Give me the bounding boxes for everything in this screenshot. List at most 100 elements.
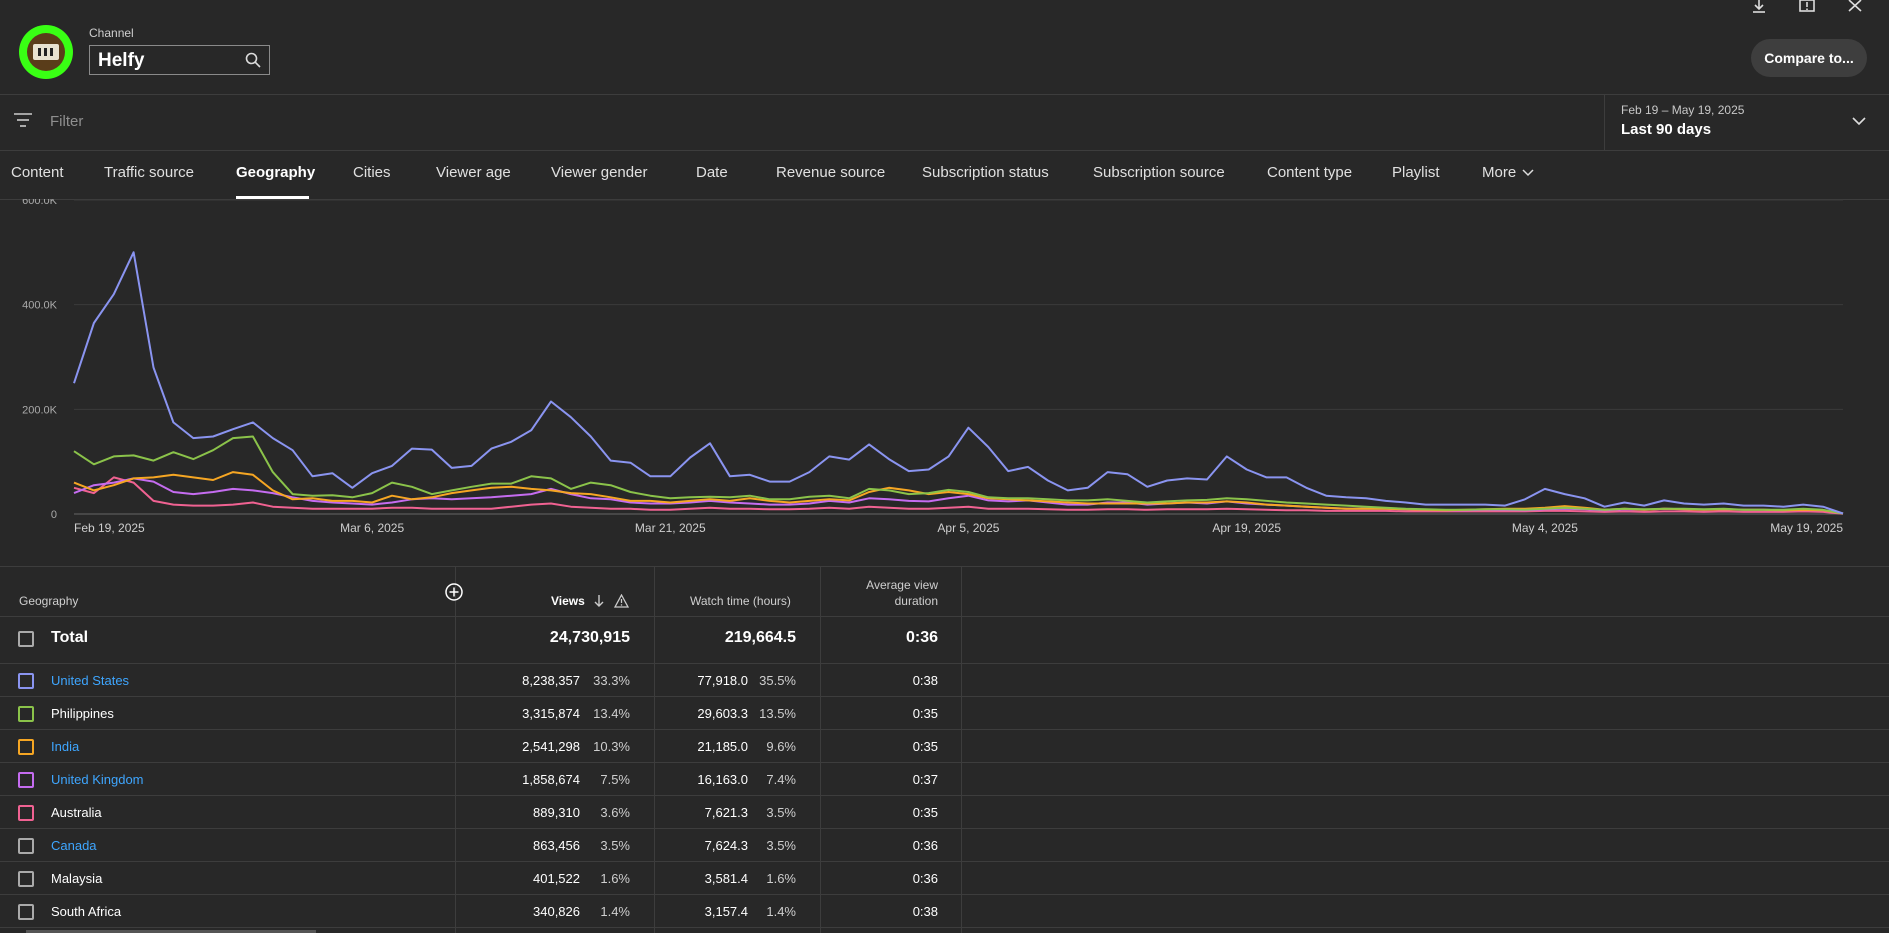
avd-value: 0:37 — [912, 772, 938, 787]
watch-time-percent: 9.6% — [766, 739, 796, 754]
tab-content[interactable]: Content — [11, 164, 64, 181]
views-line-chart: 0 200.0K 400.0K 600.0K Feb 19, 2025 Mar 6, 20… — [22, 199, 1844, 535]
x-tick-label: Mar 21, 2025 — [635, 521, 706, 535]
total-checkbox[interactable] — [18, 631, 34, 647]
total-label: Total — [51, 629, 89, 646]
total-watch-time: 219,664.5 — [724, 629, 796, 646]
compare-button[interactable]: Compare to... — [1751, 39, 1867, 77]
watch-time-value: 7,624.3 — [704, 838, 748, 853]
watch-time-value: 7,621.3 — [704, 805, 748, 820]
download-icon[interactable] — [1749, 0, 1769, 14]
country-name[interactable]: India — [51, 739, 80, 754]
active-tab-indicator — [236, 196, 309, 199]
y-tick-label: 400.0K — [22, 300, 58, 312]
tab-viewer-gender[interactable]: Viewer gender — [551, 164, 648, 181]
watch-time-percent: 35.5% — [759, 673, 796, 688]
date-range-text: Feb 19 – May 19, 2025 — [1621, 103, 1745, 117]
tab-subscription-status[interactable]: Subscription status — [922, 164, 1049, 181]
filter-bar: Filter Feb 19 – May 19, 2025 Last 90 day… — [0, 94, 1889, 151]
y-tick-label: 0 — [51, 509, 57, 521]
sort-down-icon[interactable] — [592, 594, 606, 608]
country-name: Malaysia — [51, 871, 103, 886]
views-value: 3,315,874 — [522, 706, 580, 721]
tab-content-type[interactable]: Content type — [1267, 164, 1353, 181]
tab-subscription-source[interactable]: Subscription source — [1093, 164, 1225, 181]
country-name: South Africa — [51, 904, 122, 919]
tab-traffic-source[interactable]: Traffic source — [104, 164, 195, 181]
header-avd-line2[interactable]: duration — [894, 594, 938, 608]
watch-time-percent: 7.4% — [766, 772, 796, 787]
views-value: 2,541,298 — [522, 739, 580, 754]
header-views[interactable]: Views — [551, 594, 585, 608]
tab-viewer-age[interactable]: Viewer age — [436, 164, 511, 181]
series-line-philippines[interactable] — [73, 435, 1844, 515]
row-checkbox[interactable] — [18, 805, 34, 821]
watch-time-percent: 3.5% — [766, 805, 796, 820]
row-checkbox[interactable] — [18, 772, 34, 788]
country-name[interactable]: United Kingdom — [51, 772, 144, 787]
row-checkbox[interactable] — [18, 904, 34, 920]
row-checkbox[interactable] — [18, 706, 34, 722]
y-tick-label: 200.0K — [22, 404, 58, 416]
views-percent: 3.6% — [600, 805, 630, 820]
tab-geography[interactable]: Geography — [236, 164, 316, 181]
views-value: 1,858,674 — [522, 772, 580, 787]
series-line-australia[interactable] — [73, 476, 1844, 515]
watch-time-percent: 13.5% — [759, 706, 796, 721]
close-icon[interactable] — [1845, 0, 1865, 14]
avd-value: 0:36 — [912, 838, 938, 853]
watch-time-value: 3,581.4 — [704, 871, 748, 886]
avd-value: 0:35 — [912, 739, 938, 754]
search-icon[interactable] — [245, 52, 261, 68]
x-tick-label: May 19, 2025 — [1770, 521, 1843, 535]
header-watch-time[interactable]: Watch time (hours) — [690, 594, 791, 608]
header-geography[interactable]: Geography — [19, 594, 79, 608]
row-checkbox[interactable] — [18, 739, 34, 755]
x-tick-label: Mar 6, 2025 — [340, 521, 404, 535]
tab-cities[interactable]: Cities — [353, 164, 391, 181]
views-value: 340,826 — [533, 904, 580, 919]
watch-time-percent: 1.6% — [766, 871, 796, 886]
geography-table: Geography Views Watch time (hours) Avera… — [0, 566, 1889, 933]
filter-input[interactable]: Filter — [50, 113, 84, 130]
date-preset: Last 90 days — [1621, 121, 1712, 138]
x-tick-label: May 4, 2025 — [1512, 521, 1578, 535]
views-percent: 1.4% — [600, 904, 630, 919]
series-line-india[interactable] — [73, 471, 1844, 515]
tab-more-label: More — [1482, 164, 1517, 181]
chevron-down-icon — [1522, 169, 1534, 177]
feedback-icon[interactable] — [1797, 0, 1817, 14]
row-checkbox[interactable] — [18, 838, 34, 854]
x-tick-label: Apr 5, 2025 — [937, 521, 999, 535]
channel-selector[interactable]: Helfy — [89, 45, 270, 75]
avd-value: 0:38 — [912, 673, 938, 688]
avatar-image — [27, 33, 65, 71]
channel-label: Channel — [89, 26, 134, 40]
warning-icon[interactable] — [614, 594, 629, 608]
total-views: 24,730,915 — [549, 629, 630, 646]
tab-more[interactable]: More — [1482, 164, 1534, 181]
row-checkbox[interactable] — [18, 673, 34, 689]
views-value: 8,238,357 — [522, 673, 580, 688]
row-checkbox[interactable] — [18, 871, 34, 887]
watch-time-value: 29,603.3 — [697, 706, 748, 721]
tab-revenue-source[interactable]: Revenue source — [776, 164, 886, 181]
watch-time-value: 3,157.4 — [704, 904, 748, 919]
avd-value: 0:38 — [912, 904, 938, 919]
date-range-selector[interactable]: Feb 19 – May 19, 2025 Last 90 days — [1604, 94, 1889, 150]
series-line-united-states[interactable] — [73, 251, 1844, 515]
chevron-down-icon — [1852, 117, 1866, 126]
views-value: 863,456 — [533, 838, 580, 853]
channel-avatar[interactable] — [19, 25, 73, 79]
tab-playlist[interactable]: Playlist — [1392, 164, 1440, 181]
tab-date[interactable]: Date — [696, 164, 728, 181]
country-name[interactable]: Canada — [51, 838, 97, 853]
x-tick-label: Feb 19, 2025 — [74, 521, 145, 535]
watch-time-percent: 1.4% — [766, 904, 796, 919]
country-name[interactable]: United States — [51, 673, 130, 688]
filter-icon[interactable] — [14, 113, 32, 127]
watch-time-percent: 3.5% — [766, 838, 796, 853]
header-avd-line1[interactable]: Average view — [866, 578, 938, 592]
add-column-icon[interactable] — [445, 583, 463, 601]
views-percent: 10.3% — [593, 739, 630, 754]
